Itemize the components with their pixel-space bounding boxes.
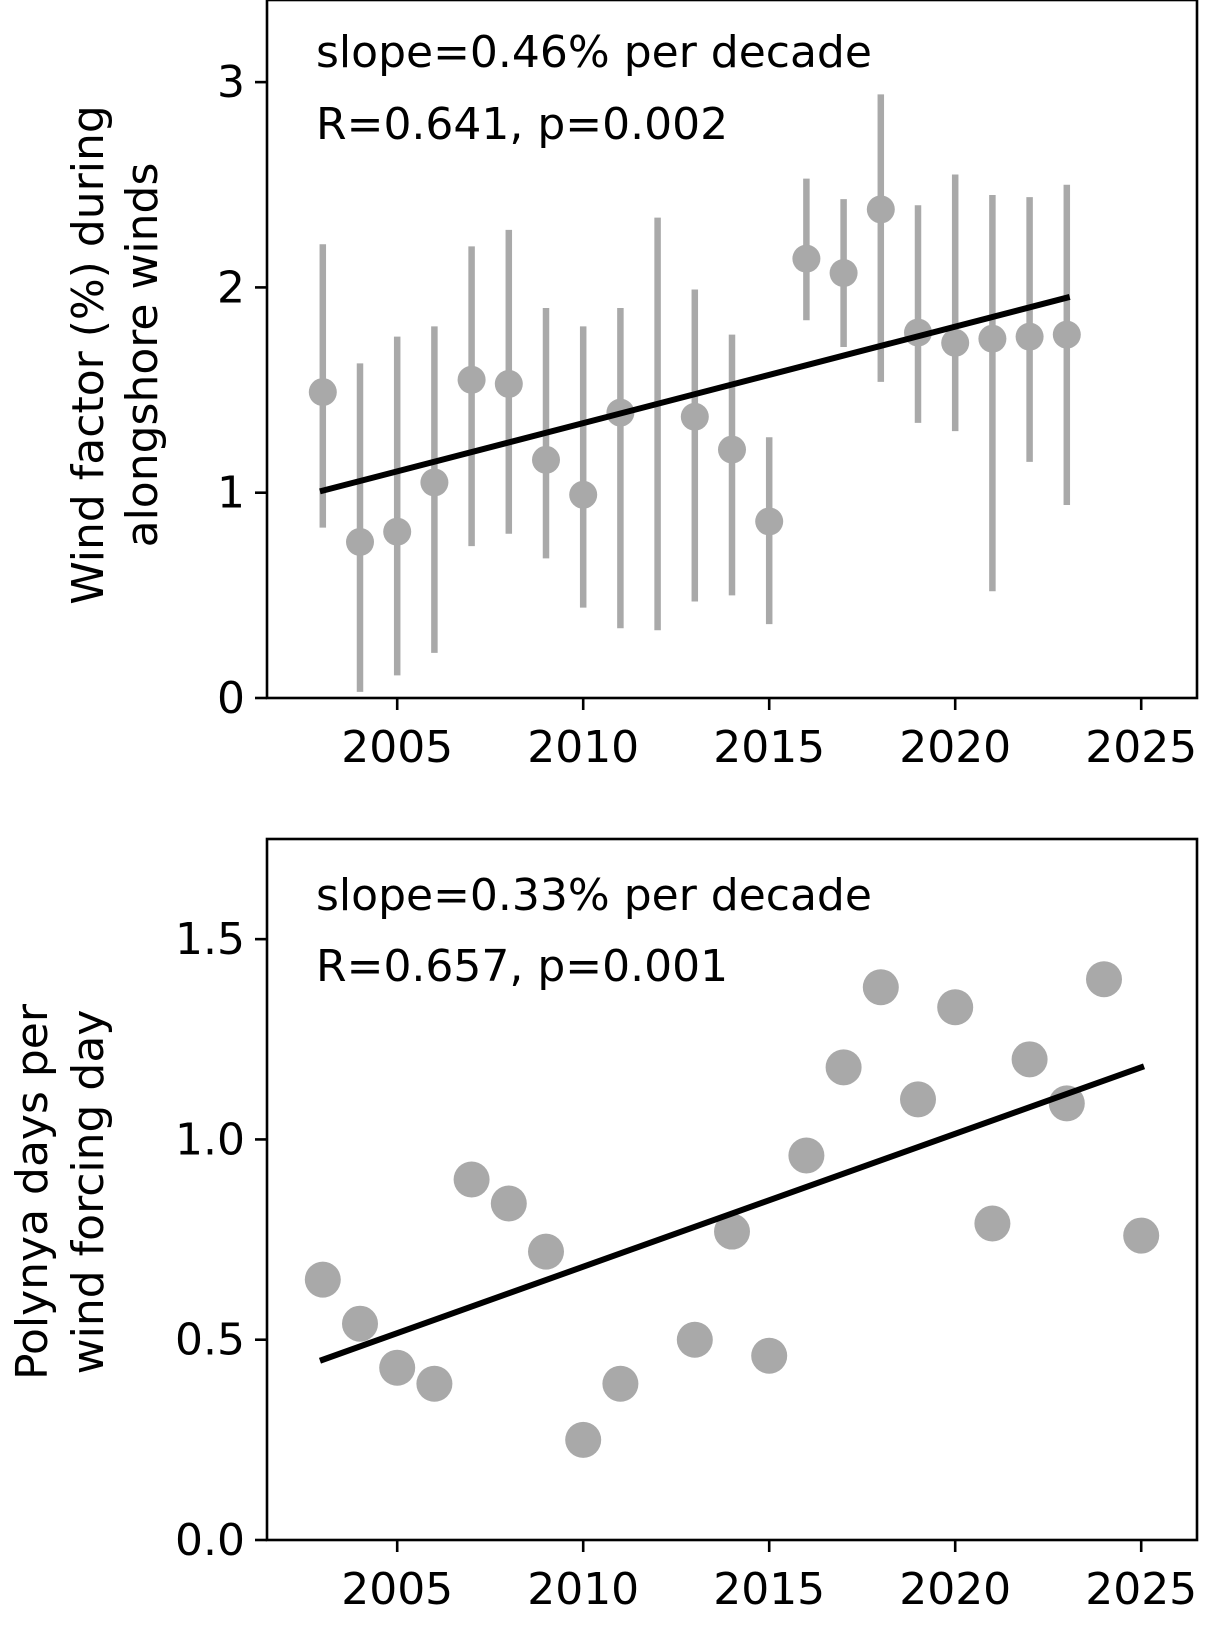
polynya-days-y-axis-label-line-1: Polynya days per [7, 1003, 58, 1380]
polynya-days-plot-frame [265, 837, 1199, 1542]
wind-factor-data-point [829, 259, 858, 288]
polynya-days-annotation-line-1: slope=0.33% per decade [316, 870, 872, 921]
wind-factor-y-tick-label: 2 [217, 262, 245, 313]
polynya-days-data-point [1086, 961, 1122, 998]
wind-factor-data-point [1015, 322, 1044, 351]
wind-factor-data-point [308, 378, 337, 407]
wind-factor-data-point [532, 445, 560, 474]
polynya-days-y-tick-label: 1.0 [175, 1114, 245, 1165]
wind-factor-x-tick-label: 2020 [899, 722, 1011, 773]
polynya-days-y-tick-label: 0.0 [175, 1515, 245, 1566]
polynya-days-data-point [342, 1305, 378, 1342]
polynya-days-x-tick-label: 2005 [341, 1564, 453, 1615]
wind-factor-y-axis-label-line-1: Wind factor (%) during [63, 105, 114, 605]
polynya-days-data-point [714, 1213, 750, 1250]
wind-factor-y-tick-label: 1 [217, 468, 245, 519]
wind-factor-data-point [978, 324, 1007, 353]
wind-factor-data-point [718, 435, 746, 464]
wind-factor-data-point [569, 480, 598, 509]
polynya-days-data-point [974, 1205, 1011, 1242]
polynya-days-data-point [751, 1337, 788, 1374]
wind-factor-x-tick-label: 2015 [713, 722, 825, 773]
polynya-days-data-point [1123, 1217, 1160, 1254]
wind-factor-annotation-line-1: slope=0.46% per decade [316, 27, 872, 78]
wind-factor-data-point [1052, 320, 1081, 349]
wind-factor-data-point [420, 468, 449, 497]
polynya-days-trend-line [318, 1063, 1146, 1364]
wind-factor-data-point [680, 402, 709, 431]
polynya-days-x-tick-label: 2025 [1085, 1564, 1197, 1615]
wind-factor-y-axis-label-line-2: alongshore winds [117, 163, 168, 548]
polynya-days-data-point [416, 1365, 453, 1402]
wind-factor-marks [308, 94, 1081, 692]
polynya-days-annotation-line-2: R=0.657, p=0.001 [316, 941, 728, 992]
wind-factor-plot-frame [265, 0, 1199, 700]
polynya-days-data-point [565, 1421, 602, 1458]
wind-factor-annotation-line-2: R=0.641, p=0.002 [316, 99, 728, 150]
wind-factor-data-point [457, 365, 486, 394]
polynya-days-data-point [304, 1261, 341, 1298]
wind-factor-data-point [383, 517, 412, 546]
wind-factor-y-tick-label: 3 [217, 57, 245, 108]
wind-factor-data-point [792, 244, 821, 273]
polynya-days-data-point [676, 1321, 713, 1358]
polynya-days-data-point [900, 1081, 936, 1118]
wind-factor-data-point [346, 527, 374, 556]
polynya-days-data-point [453, 1161, 490, 1198]
polynya-days-data-point [862, 969, 899, 1006]
wind-factor-x-tick-label: 2025 [1085, 722, 1197, 773]
wind-factor-trend-line [319, 294, 1071, 495]
polynya-days-y-tick-label: 0.5 [175, 1315, 245, 1366]
polynya-days-axes: 2005 2010 2015 2020 2025 0.0 0.5 1.0 1.5 [175, 837, 1199, 1615]
polynya-days-x-tick-label: 2010 [527, 1564, 639, 1615]
wind-factor-data-point [494, 369, 523, 398]
wind-factor-axes: 2005 2010 2015 2020 2025 0 1 2 3 [217, 0, 1199, 773]
wind-factor-data-point [755, 507, 784, 536]
polynya-days-y-axis-label-line-2: wind forcing day [63, 1010, 114, 1375]
wind-factor-data-point [866, 195, 895, 224]
polynya-days-data-point [1011, 1041, 1048, 1078]
polynya-days-data-point [788, 1137, 825, 1174]
polynya-days-y-tick-label: 1.5 [175, 914, 245, 965]
polynya-days-marks [304, 961, 1160, 1458]
wind-factor-data-point [941, 328, 970, 357]
wind-factor-panel: 2005 2010 2015 2020 2025 0 1 2 3 slope=0.46% per… [63, 0, 1199, 773]
polynya-days-data-point [937, 989, 974, 1026]
polynya-days-data-point [528, 1233, 564, 1270]
polynya-days-x-tick-label: 2015 [713, 1564, 825, 1615]
polynya-days-x-tick-label: 2020 [899, 1564, 1011, 1615]
polynya-days-data-point [379, 1349, 416, 1386]
wind-factor-x-tick-label: 2005 [341, 722, 453, 773]
polynya-days-data-point [490, 1185, 527, 1222]
polynya-days-data-point [602, 1365, 639, 1402]
polynya-days-panel: 2005 2010 2015 2020 2025 0.0 0.5 1.0 1.5 slope=0… [7, 837, 1199, 1615]
wind-factor-y-tick-label: 0 [217, 673, 245, 724]
wind-factor-x-tick-label: 2010 [527, 722, 639, 773]
polynya-days-data-point [825, 1049, 862, 1086]
